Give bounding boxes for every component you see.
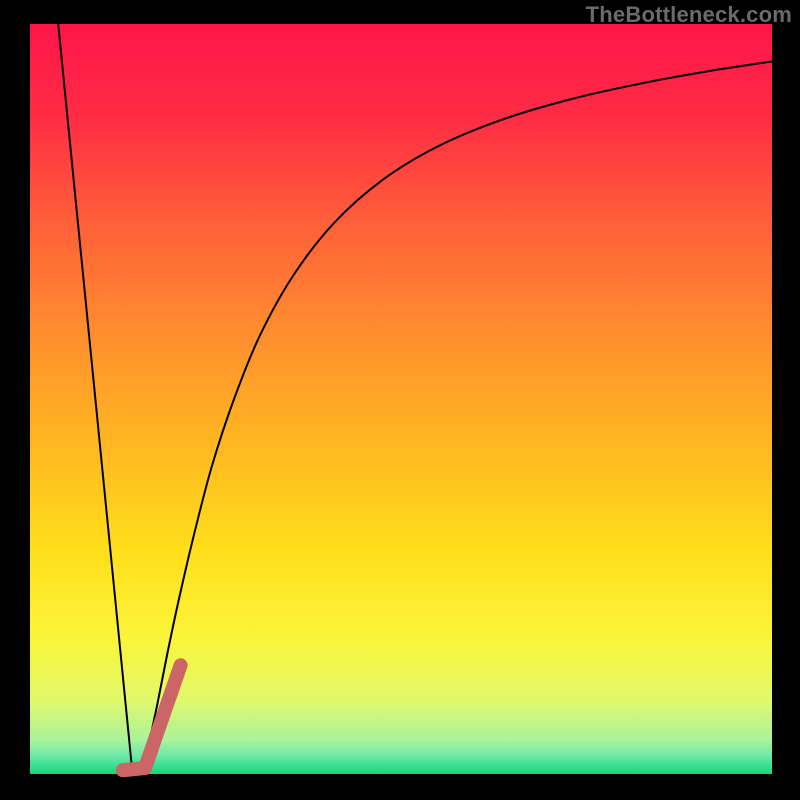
plot-gradient-background bbox=[30, 24, 772, 774]
watermark-text: TheBottleneck.com bbox=[586, 2, 792, 28]
bottleneck-chart bbox=[0, 0, 800, 800]
